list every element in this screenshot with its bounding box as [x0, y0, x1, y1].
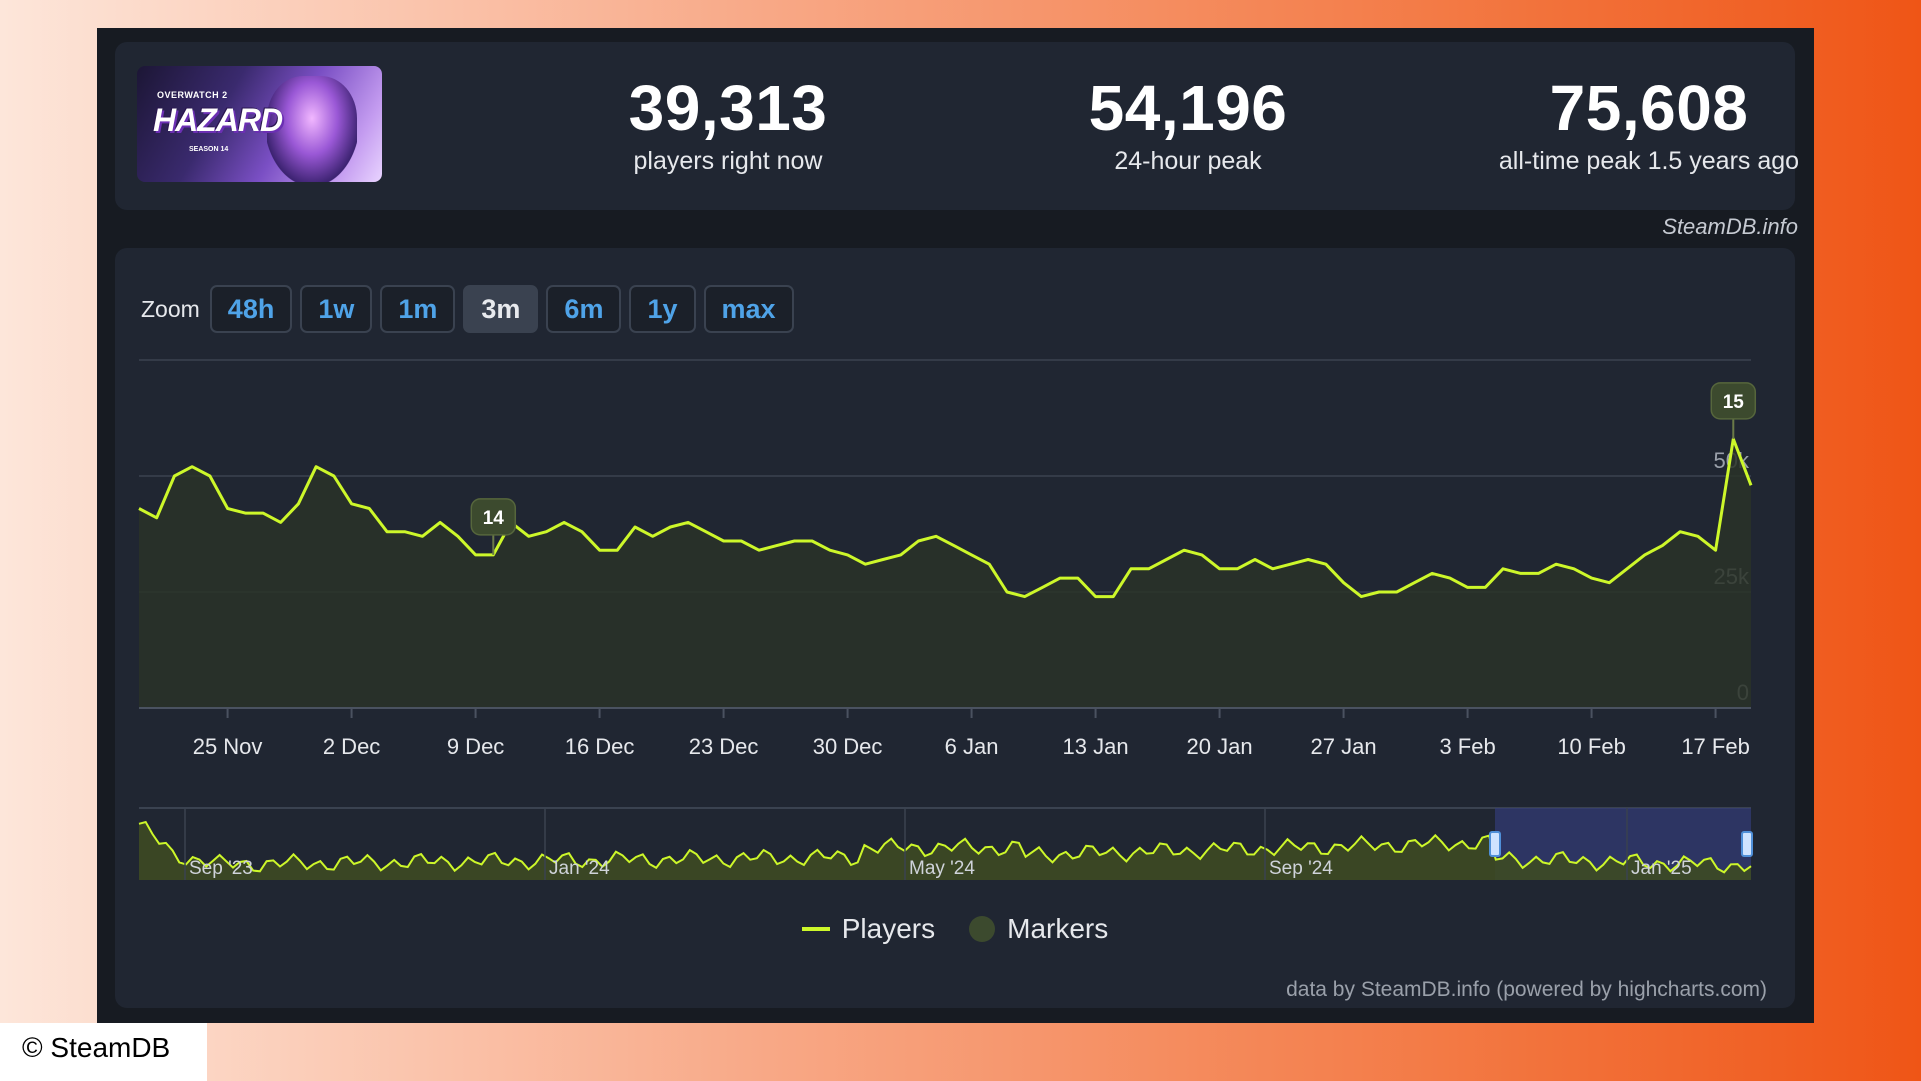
alltime-peak-label: all-time peak 1.5 years ago [1498, 147, 1800, 175]
steamdb-credit[interactable]: SteamDB.info [1662, 214, 1798, 239]
peak-24h-value: 54,196 [1088, 72, 1288, 144]
navigator-label: Jan '25 [1631, 858, 1692, 879]
data-credit[interactable]: data by SteamDB.info (powered by highcha… [1286, 978, 1767, 1001]
navigator-handle-grip [1489, 831, 1501, 857]
x-tick-label: 10 Feb [1557, 734, 1626, 759]
legend-markers[interactable]: Markers [969, 913, 1108, 945]
navigator-handle-1[interactable] [1741, 831, 1753, 857]
legend-players[interactable]: Players [801, 913, 936, 945]
steamdb-panel: OVERWATCH 2 HAZARD SEASON 14 39,313 play… [97, 28, 1814, 1023]
players-line [138, 437, 1753, 599]
peak-24h-label: 24-hour peak [1114, 147, 1262, 175]
x-tick-label: 13 Jan [1063, 734, 1129, 759]
navigator-label: Jan '24 [549, 858, 610, 879]
navigator-label: Sep '23 [189, 858, 253, 879]
marker-label: 14 [483, 508, 505, 529]
zoom-1y-button[interactable]: 1y [629, 285, 696, 333]
alltime-peak-value: 75,608 [1549, 72, 1749, 144]
current-players-value: 39,313 [628, 72, 828, 144]
chart-legend: Players Markers [115, 913, 1795, 945]
navigator-label: May '24 [909, 858, 975, 879]
zoom-6m-button[interactable]: 6m [546, 285, 622, 333]
x-tick-label: 16 Dec [565, 734, 635, 759]
zoom-1w-button[interactable]: 1w [300, 285, 373, 333]
navigator-area [139, 822, 1751, 880]
players-line-icon [801, 927, 830, 931]
navigator-handle-grip [1741, 831, 1753, 857]
zoom-controls: Zoom 48h 1w 1m 3m 6m 1y max [141, 283, 802, 335]
stat-24h-peak: 54,196 24-hour peak [1008, 72, 1368, 176]
x-tick-label: 2 Dec [323, 734, 380, 759]
navigator-line [138, 820, 1752, 874]
players-area [139, 438, 1751, 708]
zoom-label: Zoom [141, 295, 200, 322]
x-tick-label: 20 Jan [1187, 734, 1253, 759]
x-tick-label: 6 Jan [945, 734, 999, 759]
x-tick-label: 3 Feb [1439, 734, 1495, 759]
zoom-1m-button[interactable]: 1m [380, 285, 456, 333]
zoom-48h-button[interactable]: 48h [209, 285, 293, 333]
banner-logo-sub: SEASON 14 [189, 146, 229, 153]
marker-badge [470, 498, 517, 536]
x-tick-label: 27 Jan [1311, 734, 1377, 759]
hero-art [267, 76, 357, 182]
copyright-notice: © SteamDB [0, 1023, 207, 1081]
marker-label: 15 [1723, 392, 1745, 413]
stat-current-players: 39,313 players right now [548, 72, 908, 176]
x-tick-label: 9 Dec [447, 734, 504, 759]
marker-flag-14: 14 [470, 498, 517, 555]
zoom-3m-button[interactable]: 3m [463, 285, 539, 333]
x-tick-label: 25 Nov [193, 734, 263, 759]
navigator-handle-0[interactable] [1489, 831, 1501, 857]
current-players-label: players right now [633, 147, 823, 175]
marker-flag-15: 15 [1710, 382, 1757, 439]
x-tick-label: 17 Feb [1681, 734, 1750, 759]
navigator-label: Sep '24 [1269, 858, 1333, 879]
x-tick-label: 30 Dec [813, 734, 883, 759]
markers-dot-icon [969, 916, 996, 942]
legend-markers-label: Markers [1007, 913, 1109, 944]
marker-badge [1710, 382, 1757, 420]
banner-logo-top: OVERWATCH 2 [157, 90, 228, 100]
banner-logo-main: HAZARD [153, 102, 283, 138]
stat-alltime-peak: 75,608 all-time peak 1.5 years ago [1469, 72, 1829, 176]
zoom-max-button[interactable]: max [703, 285, 794, 333]
stats-bar: OVERWATCH 2 HAZARD SEASON 14 39,313 play… [115, 42, 1799, 210]
legend-players-label: Players [841, 913, 936, 944]
game-banner-image[interactable]: OVERWATCH 2 HAZARD SEASON 14 [137, 66, 382, 182]
x-tick-label: 23 Dec [689, 734, 759, 759]
